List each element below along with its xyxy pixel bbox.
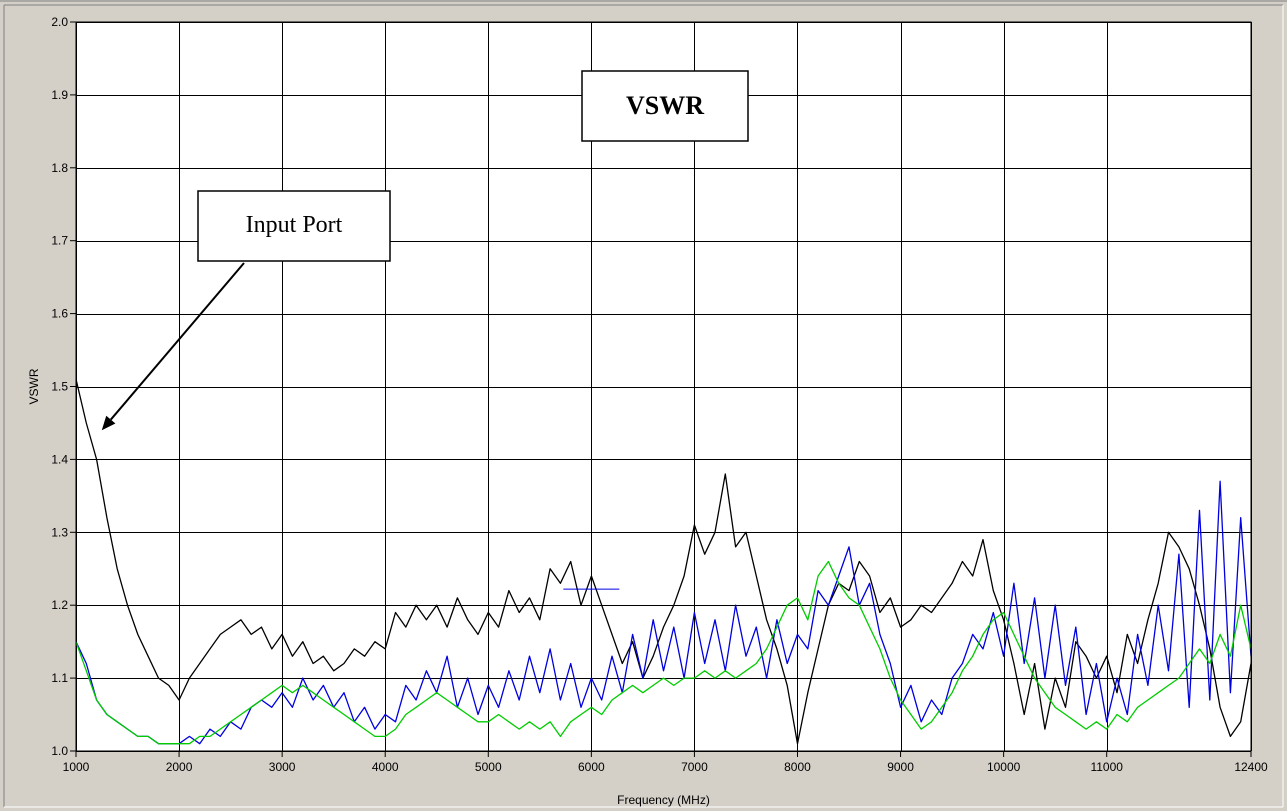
series-layer: [75, 379, 1252, 745]
callout-arrow-line: [110, 262, 245, 421]
callout-arrowhead: [101, 415, 116, 431]
y-axis-ticks: 1.0 1.1 1.2 1.3 1.4 1.5 1.6 1.7 1.8 1.9 2.0: [51, 15, 76, 758]
y-tick-label: 1.0: [51, 744, 68, 758]
y-tick-label: 1.5: [51, 380, 68, 394]
x-axis-ticks: 1000 2000 3000 4000 5000 6000 7000 8000 9000 1000…: [63, 751, 1268, 774]
callout-text: Input Port: [246, 212, 343, 238]
x-tick-label: 12400: [1234, 760, 1268, 774]
x-axis-label: Frequency (MHz): [617, 793, 710, 807]
x-tick-label: 1000: [63, 760, 90, 774]
series-line-3: [75, 560, 1252, 745]
y-tick-label: 2.0: [51, 15, 68, 29]
title-box-frame: [581, 70, 749, 142]
series-line-1: [75, 379, 1252, 745]
x-tick-label: 3000: [269, 760, 296, 774]
x-tick-label: 6000: [578, 760, 605, 774]
x-tick-label: 9000: [887, 760, 914, 774]
callout-box-frame: [197, 190, 391, 262]
y-tick-label: 1.1: [51, 671, 68, 685]
y-tick-label: 1.2: [51, 598, 68, 612]
plot-area[interactable]: [76, 22, 1251, 751]
x-tick-label: 4000: [372, 760, 399, 774]
cursor-marker[interactable]: [563, 583, 620, 596]
y-axis-label: VSWR: [27, 368, 41, 404]
y-tick-label: 1.8: [51, 161, 68, 175]
y-tick-label: 1.9: [51, 88, 68, 102]
x-tick-label: 11000: [1090, 760, 1123, 774]
x-tick-label: 10000: [987, 760, 1021, 774]
x-tick-label: 7000: [681, 760, 708, 774]
x-tick-label: 8000: [784, 760, 811, 774]
title-box-text: VSWR: [626, 91, 704, 120]
series-line-2: [75, 480, 1252, 745]
y-tick-label: 1.6: [51, 307, 68, 321]
y-tick-label: 1.3: [51, 525, 68, 539]
y-tick-label: 1.4: [51, 452, 68, 466]
title-box: VSWR: [581, 70, 749, 142]
input-port-callout: Input Port: [101, 190, 391, 431]
y-tick-label: 1.7: [51, 234, 68, 248]
x-tick-label: 5000: [475, 760, 502, 774]
x-tick-label: 2000: [166, 760, 193, 774]
